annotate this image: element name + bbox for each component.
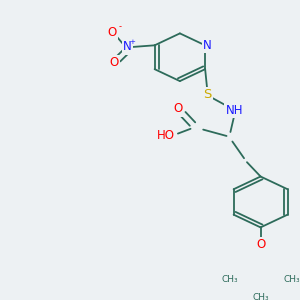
Text: O: O: [173, 102, 182, 116]
Text: S: S: [203, 88, 211, 101]
Text: -: -: [118, 22, 121, 32]
Text: CH₃: CH₃: [221, 275, 238, 284]
Text: HO: HO: [157, 130, 175, 142]
Text: O: O: [109, 56, 119, 69]
Text: NH: NH: [226, 104, 243, 117]
Text: +: +: [129, 39, 135, 45]
Text: N: N: [203, 39, 212, 52]
Text: CH₃: CH₃: [252, 293, 269, 300]
Text: O: O: [107, 26, 116, 39]
Text: CH₃: CH₃: [284, 275, 300, 284]
Text: O: O: [256, 238, 265, 251]
Text: N: N: [123, 40, 132, 53]
